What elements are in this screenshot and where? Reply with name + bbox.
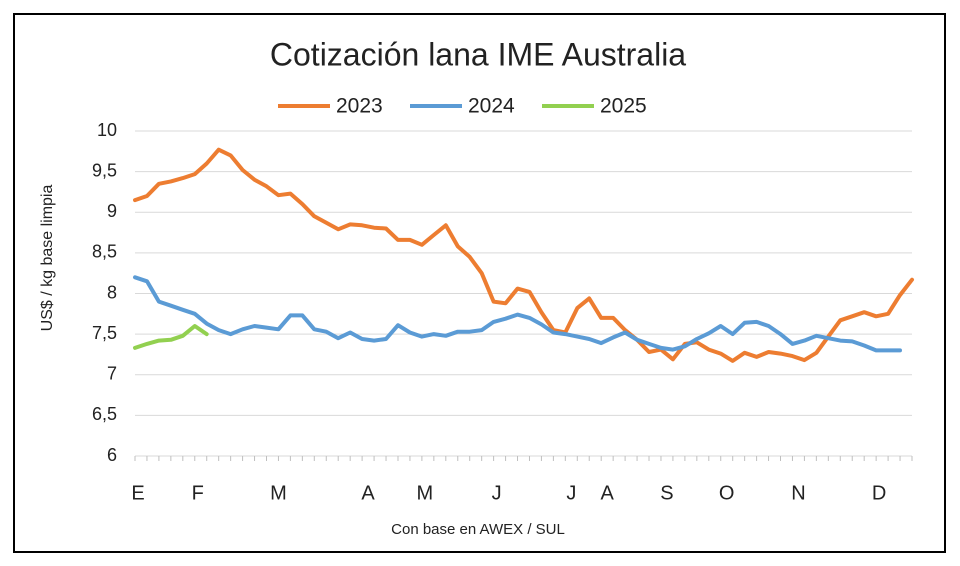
x-tick-label: M bbox=[417, 482, 434, 504]
y-tick-label: 9,5 bbox=[92, 160, 117, 180]
x-tick-label: O bbox=[719, 482, 735, 504]
y-tick-label: 7,5 bbox=[92, 323, 117, 343]
x-tick-label: S bbox=[660, 482, 673, 504]
x-tick-label: N bbox=[791, 482, 805, 504]
y-tick-label: 8,5 bbox=[92, 242, 117, 262]
x-tick-label: J bbox=[566, 482, 576, 504]
x-axis-title: Con base en AWEX / SUL bbox=[391, 521, 565, 538]
series-line bbox=[133, 275, 902, 353]
chart-title: Cotización lana IME Australia bbox=[270, 36, 686, 72]
series-line bbox=[133, 324, 209, 350]
legend-label: 2024 bbox=[468, 95, 515, 118]
y-tick-label: 10 bbox=[97, 120, 117, 140]
legend-label: 2025 bbox=[600, 95, 647, 118]
x-tick-label: M bbox=[270, 482, 287, 504]
y-tick-label: 6 bbox=[107, 445, 117, 465]
y-tick-label: 8 bbox=[107, 282, 117, 302]
frame bbox=[13, 13, 946, 553]
x-tick-label: J bbox=[492, 482, 502, 504]
x-tick-label: A bbox=[601, 482, 615, 504]
x-tick-label: A bbox=[361, 482, 375, 504]
y-axis-title: US$ / kg base limpia bbox=[39, 185, 56, 332]
y-tick-label: 9 bbox=[107, 201, 117, 221]
y-tick-label: 6,5 bbox=[92, 404, 117, 424]
series-line bbox=[133, 147, 914, 363]
legend-label: 2023 bbox=[336, 95, 383, 118]
x-tick-label: D bbox=[872, 482, 886, 504]
x-tick-label: F bbox=[192, 482, 204, 504]
y-tick-label: 7 bbox=[107, 364, 117, 384]
x-tick-label: E bbox=[131, 482, 144, 504]
